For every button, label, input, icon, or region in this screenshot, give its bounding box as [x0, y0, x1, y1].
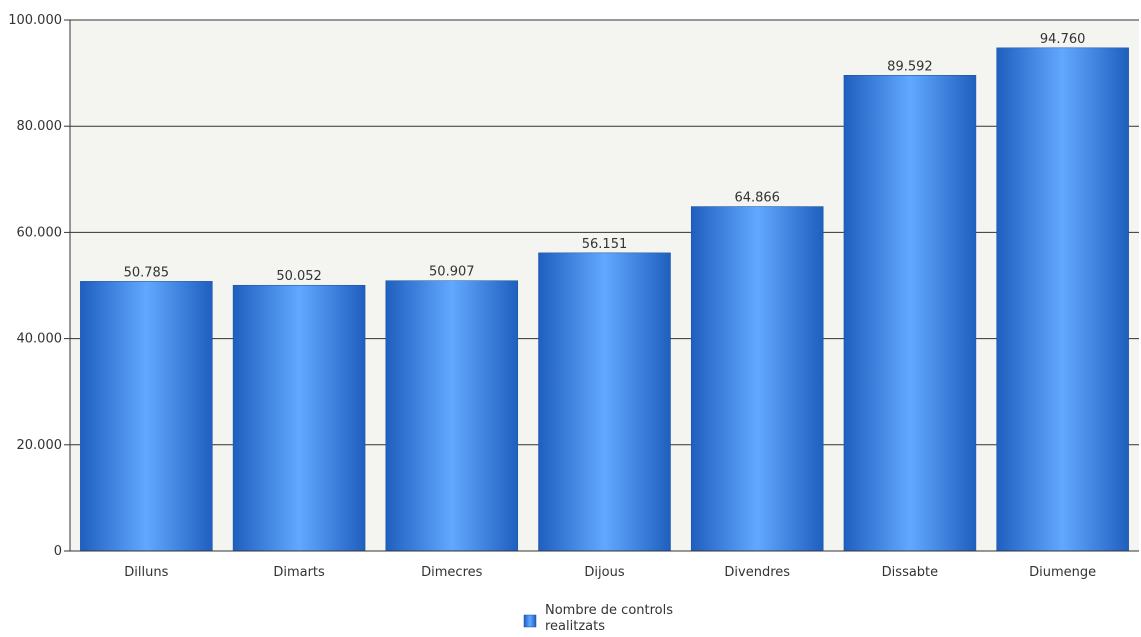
data-label: 64.866	[734, 191, 780, 206]
y-tick-label: 20.000	[17, 438, 63, 453]
y-tick-label: 80.000	[17, 119, 63, 134]
legend-label: realitzats	[545, 619, 605, 634]
bars: 50.785 50.052 50.907 56.151 64.866 89.592 94.7…	[80, 32, 1129, 552]
x-tick-label: Dijous	[584, 565, 624, 580]
bar-divendres	[690, 206, 824, 552]
bar-dimecres	[385, 280, 519, 552]
data-label: 89.592	[887, 59, 933, 74]
y-tick-label: 40.000	[17, 332, 63, 347]
x-tick-label: Dimarts	[273, 565, 325, 580]
legend-swatch	[523, 614, 537, 628]
legend-label: Nombre de controls	[545, 603, 673, 618]
x-tick-label: Dilluns	[124, 565, 168, 580]
x-tick-label: Dimecres	[421, 565, 482, 580]
y-tick-label: 100.000	[8, 13, 62, 28]
x-tick-label: Dissabte	[882, 565, 938, 580]
x-tick-label: Divendres	[724, 565, 790, 580]
y-tick-label: 0	[54, 544, 62, 559]
bar-dilluns	[80, 281, 213, 552]
bar-dimarts	[232, 284, 366, 552]
data-label: 50.785	[124, 265, 170, 280]
data-label: 94.760	[1040, 32, 1086, 47]
data-label: 50.052	[276, 269, 322, 284]
axes: 0 20.000 40.000 60.000 80.000 100.000 Dilluns D…	[8, 13, 1139, 580]
bar-diumenge	[996, 47, 1129, 552]
y-tick-label: 60.000	[17, 225, 63, 240]
data-label: 50.907	[429, 265, 475, 280]
x-tick-label: Diumenge	[1029, 565, 1096, 580]
bar-dissabte	[843, 75, 977, 552]
data-label: 56.151	[582, 237, 628, 252]
bar-dijous	[538, 252, 671, 552]
